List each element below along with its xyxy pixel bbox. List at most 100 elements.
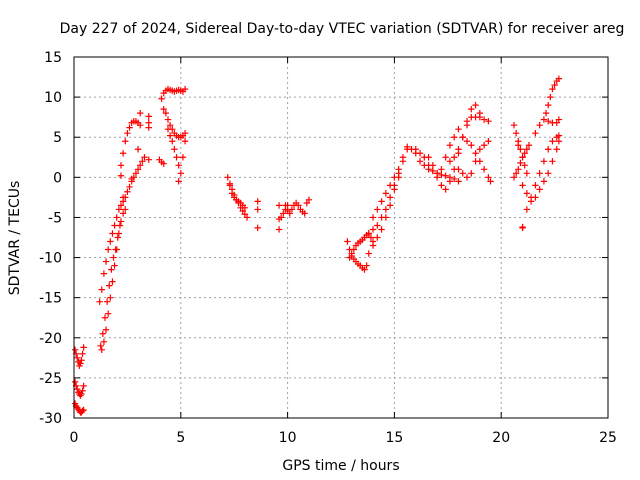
- data-point: [71, 378, 79, 386]
- data-point: [442, 172, 449, 179]
- data-point: [510, 174, 518, 181]
- data-point: [480, 142, 488, 149]
- series-sparse2: [156, 156, 182, 185]
- data-point: [433, 174, 441, 181]
- data-point: [119, 198, 127, 205]
- data-point: [480, 116, 488, 123]
- data-point: [378, 214, 385, 221]
- data-point: [275, 226, 283, 233]
- data-point: [367, 234, 375, 241]
- data-point: [468, 142, 475, 149]
- data-point: [416, 158, 424, 165]
- data-point: [549, 158, 556, 165]
- data-point: [113, 214, 120, 221]
- x-tick-label: 0: [70, 430, 79, 446]
- data-points: [71, 75, 563, 416]
- data-point: [525, 142, 533, 149]
- data-point: [386, 202, 394, 209]
- data-point: [382, 206, 390, 213]
- data-point: [438, 171, 445, 179]
- series-peak1: [158, 85, 189, 102]
- data-point: [241, 204, 249, 212]
- data-point: [113, 246, 120, 253]
- data-point: [542, 109, 550, 117]
- series-late7: [515, 142, 526, 232]
- data-point: [549, 85, 556, 93]
- data-point: [158, 95, 165, 102]
- data-point: [485, 174, 492, 181]
- data-point: [446, 142, 454, 149]
- data-point: [115, 230, 123, 237]
- data-point: [114, 234, 121, 241]
- data-point: [476, 113, 484, 121]
- data-point: [295, 202, 302, 209]
- data-point: [346, 254, 353, 261]
- data-point: [536, 121, 543, 129]
- data-point: [476, 146, 484, 153]
- data-point: [536, 170, 543, 177]
- data-point: [391, 182, 398, 189]
- data-point: [544, 101, 552, 109]
- data-point: [169, 138, 176, 145]
- y-tick-label: -20: [39, 331, 62, 347]
- data-point: [463, 138, 471, 145]
- data-point: [111, 222, 118, 229]
- x-tick-label: 20: [492, 430, 510, 446]
- data-point: [425, 154, 432, 161]
- data-point: [540, 116, 548, 123]
- data-point: [254, 206, 261, 213]
- data-point: [117, 202, 125, 209]
- data-point: [553, 119, 560, 126]
- data-point: [98, 286, 105, 293]
- data-point: [173, 154, 180, 161]
- data-point: [446, 178, 454, 185]
- data-point: [301, 210, 308, 217]
- data-point: [243, 214, 251, 221]
- data-point: [100, 338, 108, 345]
- data-point: [103, 298, 111, 305]
- data-point: [286, 210, 293, 217]
- data-point: [80, 344, 87, 351]
- data-point: [179, 154, 187, 161]
- data-point: [239, 207, 246, 215]
- data-point: [517, 159, 524, 167]
- grid: [74, 57, 608, 418]
- data-point: [517, 146, 524, 153]
- data-point: [166, 132, 174, 139]
- data-point: [365, 230, 372, 237]
- data-point: [455, 178, 462, 185]
- series-arc1b: [71, 378, 87, 399]
- data-point: [442, 186, 449, 193]
- data-point: [540, 158, 548, 165]
- data-point: [363, 262, 370, 269]
- series-cluster6: [463, 138, 494, 185]
- data-point: [98, 346, 105, 354]
- data-point: [102, 326, 110, 333]
- data-point: [540, 178, 548, 185]
- data-point: [175, 178, 182, 185]
- data-point: [78, 390, 85, 398]
- data-point: [365, 250, 372, 257]
- x-tick-label: 15: [385, 430, 403, 446]
- series-late5: [532, 116, 563, 137]
- data-point: [468, 105, 475, 113]
- data-point: [519, 224, 526, 232]
- data-point: [512, 130, 520, 137]
- data-point: [404, 143, 411, 151]
- data-point: [553, 146, 560, 153]
- data-point: [399, 158, 407, 165]
- data-point: [124, 130, 131, 137]
- data-point: [521, 162, 528, 169]
- data-point: [459, 170, 466, 177]
- data-point: [96, 298, 103, 305]
- data-point: [451, 175, 458, 183]
- series-rise1: [96, 194, 127, 305]
- data-point: [277, 214, 285, 221]
- data-point: [463, 174, 471, 181]
- data-point: [348, 250, 355, 257]
- data-point: [97, 342, 104, 349]
- data-point: [122, 138, 129, 145]
- data-point: [305, 196, 313, 203]
- data-point: [303, 199, 311, 207]
- data-point: [107, 238, 114, 245]
